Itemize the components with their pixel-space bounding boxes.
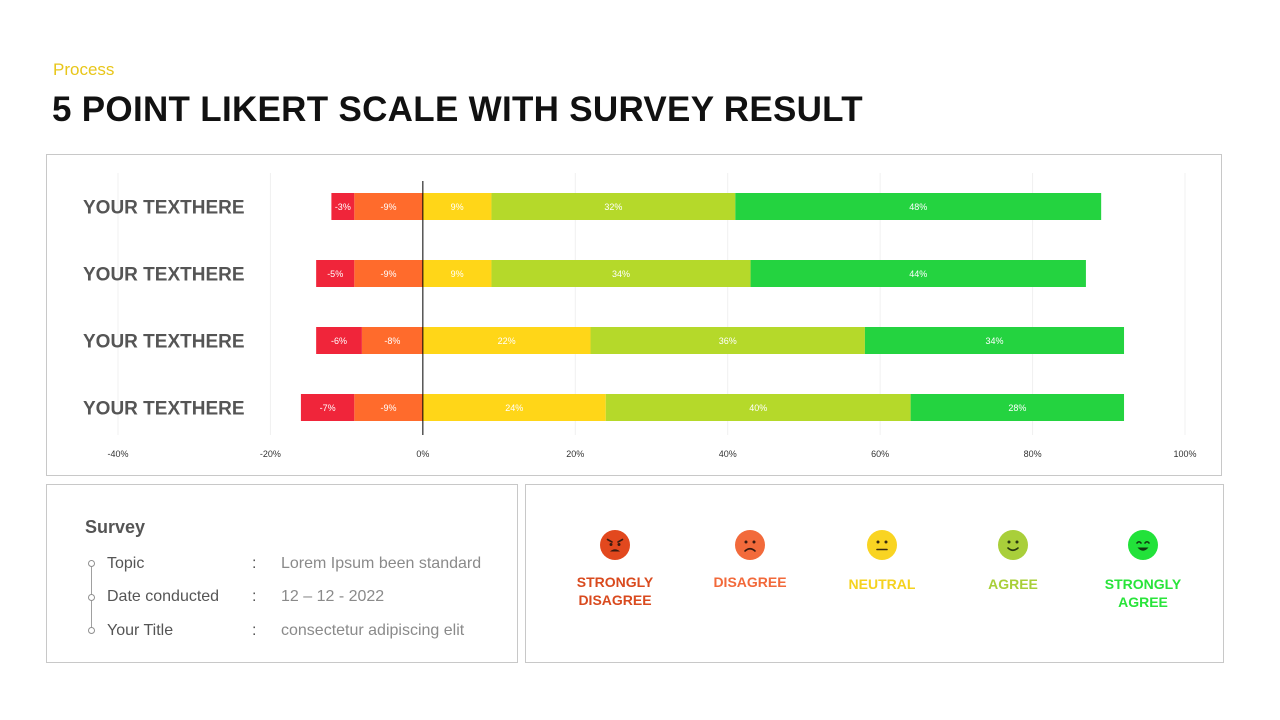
- survey-row-colon: :: [252, 588, 257, 605]
- x-tick-label: 40%: [719, 449, 737, 459]
- bar-segment: [331, 193, 355, 220]
- bar-segment: [300, 394, 355, 421]
- bar-value-label: -9%: [381, 202, 397, 212]
- bar-segment: [422, 193, 492, 220]
- bar-value-label: 40%: [749, 403, 767, 413]
- x-tick-label: 60%: [871, 449, 889, 459]
- bar-value-label: -8%: [384, 336, 400, 346]
- survey-row-label: Topic: [107, 555, 145, 572]
- legend-item-agree: AGREE: [948, 529, 1078, 593]
- bar-value-label: -5%: [327, 269, 343, 279]
- bar-value-label: 28%: [1008, 403, 1026, 413]
- bar-segment: [422, 260, 492, 287]
- x-tick-label: 80%: [1024, 449, 1042, 459]
- happy-face-icon: [1128, 530, 1158, 560]
- survey-row-label: Date conducted: [107, 588, 220, 605]
- survey-row-value: consectetur adipiscing elit: [281, 622, 465, 639]
- neutral-face-icon: [867, 530, 897, 560]
- x-tick-label: -20%: [260, 449, 281, 459]
- page-title: 5 POINT LIKERT SCALE WITH SURVEY RESULT: [52, 90, 863, 129]
- likert-chart: -40% -20% 0% 20% 40% 60% 80% 100% YOUR TEXTHERE -…: [83, 173, 1197, 459]
- survey-info-panel: Survey Topic : Lorem Ipsum been standard…: [46, 484, 518, 663]
- bar-value-label: 44%: [909, 269, 927, 279]
- smile-face-icon: [998, 530, 1028, 560]
- bar-segment: [491, 260, 751, 287]
- timeline-dot: [88, 594, 95, 601]
- survey-row-colon: :: [252, 555, 257, 572]
- bar-segment: [750, 260, 1086, 287]
- bar-segment: [422, 394, 606, 421]
- sad-face-icon: [735, 530, 765, 560]
- x-tick-label: 0%: [416, 449, 429, 459]
- bar-value-label: -9%: [381, 403, 397, 413]
- bar-segment: [605, 394, 911, 421]
- bar-segment: [354, 394, 423, 421]
- bar-segment: [735, 193, 1102, 220]
- bar-value-label: 36%: [719, 336, 737, 346]
- category-label: YOUR TEXTHERE: [83, 399, 245, 420]
- category-label: YOUR TEXTHERE: [83, 265, 245, 286]
- timeline-dot: [88, 627, 95, 634]
- legend-panel: STRONGLY DISAGREE DISAGREE NEUTRAL AGREE: [525, 484, 1224, 663]
- bar-value-label: 22%: [498, 336, 516, 346]
- bar-segment: [354, 193, 423, 220]
- category-label: YOUR TEXTHERE: [83, 332, 245, 353]
- survey-row-value: 12 – 12 - 2022: [281, 588, 385, 605]
- legend-item-strongly-disagree: STRONGLY DISAGREE: [550, 529, 680, 609]
- survey-row-label: Your Title: [107, 622, 174, 639]
- legend-item-neutral: NEUTRAL: [817, 529, 947, 593]
- bar-value-label: 9%: [451, 202, 464, 212]
- legend-label: STRONGLY AGREE: [1104, 576, 1182, 610]
- bar-value-label: 24%: [505, 403, 523, 413]
- page-subtitle: Process: [53, 60, 115, 79]
- bar-value-label: -7%: [320, 403, 336, 413]
- bar-value-label: 48%: [909, 202, 927, 212]
- bar-segment: [422, 327, 591, 354]
- bar-segment: [316, 327, 362, 354]
- x-tick-label: 20%: [566, 449, 584, 459]
- x-tick-label: -40%: [107, 449, 128, 459]
- bar-value-label: -3%: [335, 202, 351, 212]
- bar-value-label: -6%: [331, 336, 347, 346]
- bar-segment: [354, 260, 423, 287]
- x-tick-label: 100%: [1173, 449, 1196, 459]
- bar-segment: [910, 394, 1125, 421]
- bar-value-label: -9%: [381, 269, 397, 279]
- legend-label: STRONGLY DISAGREE: [576, 574, 654, 608]
- survey-row-value: Lorem Ipsum been standard: [281, 555, 482, 572]
- angry-face-icon: [600, 530, 630, 560]
- bar-value-label: 9%: [451, 269, 464, 279]
- bar-value-label: 34%: [985, 336, 1003, 346]
- bar-segment: [491, 193, 736, 220]
- likert-chart-panel: -40% -20% 0% 20% 40% 60% 80% 100% YOUR TEXTHERE -…: [46, 154, 1222, 476]
- bar-segment: [361, 327, 423, 354]
- legend-item-strongly-agree: STRONGLY AGREE: [1078, 529, 1208, 611]
- survey-heading: Survey: [85, 517, 146, 537]
- survey-row-colon: :: [252, 622, 257, 639]
- bar-segment: [864, 327, 1125, 354]
- bar-segment: [316, 260, 355, 287]
- bar-value-label: 32%: [604, 202, 622, 212]
- category-label: YOUR TEXTHERE: [83, 198, 245, 219]
- legend-item-disagree: DISAGREE: [685, 529, 815, 591]
- legend-label: DISAGREE: [713, 574, 787, 590]
- bar-segment: [590, 327, 865, 354]
- legend-label: AGREE: [988, 576, 1038, 592]
- legend-label: NEUTRAL: [848, 576, 916, 592]
- bar-value-label: 34%: [612, 269, 630, 279]
- timeline-dot: [88, 560, 95, 567]
